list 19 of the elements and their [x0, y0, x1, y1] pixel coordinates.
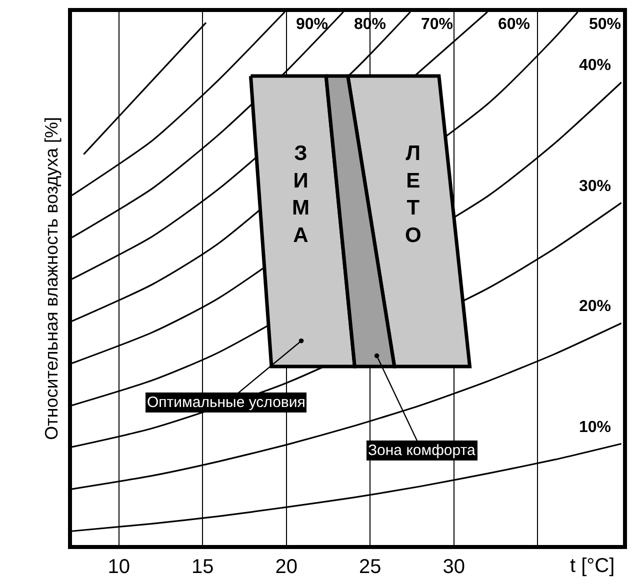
- series-label: 10%: [579, 419, 612, 436]
- annotation: Зона комфорта: [368, 442, 476, 459]
- series-label: 90%: [296, 16, 328, 33]
- x-axis-title: t [°C]: [570, 555, 615, 577]
- series-label: 60%: [498, 16, 530, 33]
- series-label: 30%: [579, 178, 612, 195]
- x-tick-label: 30: [442, 556, 465, 578]
- series-label: 20%: [579, 298, 612, 315]
- annotation: Оптимальные условия: [147, 394, 306, 411]
- y-axis-title: Относительная влажность воздуха [%]: [42, 117, 62, 440]
- series-label: ЗИМА: [292, 142, 310, 247]
- x-tick-label: 25: [358, 556, 382, 578]
- series-label: 40%: [579, 57, 612, 74]
- x-tick-label: 15: [192, 556, 214, 578]
- series-label: 70%: [421, 16, 454, 33]
- x-tick-label: 20: [275, 556, 298, 578]
- x-tick-label: 10: [108, 556, 130, 578]
- series-label: ЛЕТО: [405, 142, 422, 247]
- series-label: 50%: [589, 16, 622, 33]
